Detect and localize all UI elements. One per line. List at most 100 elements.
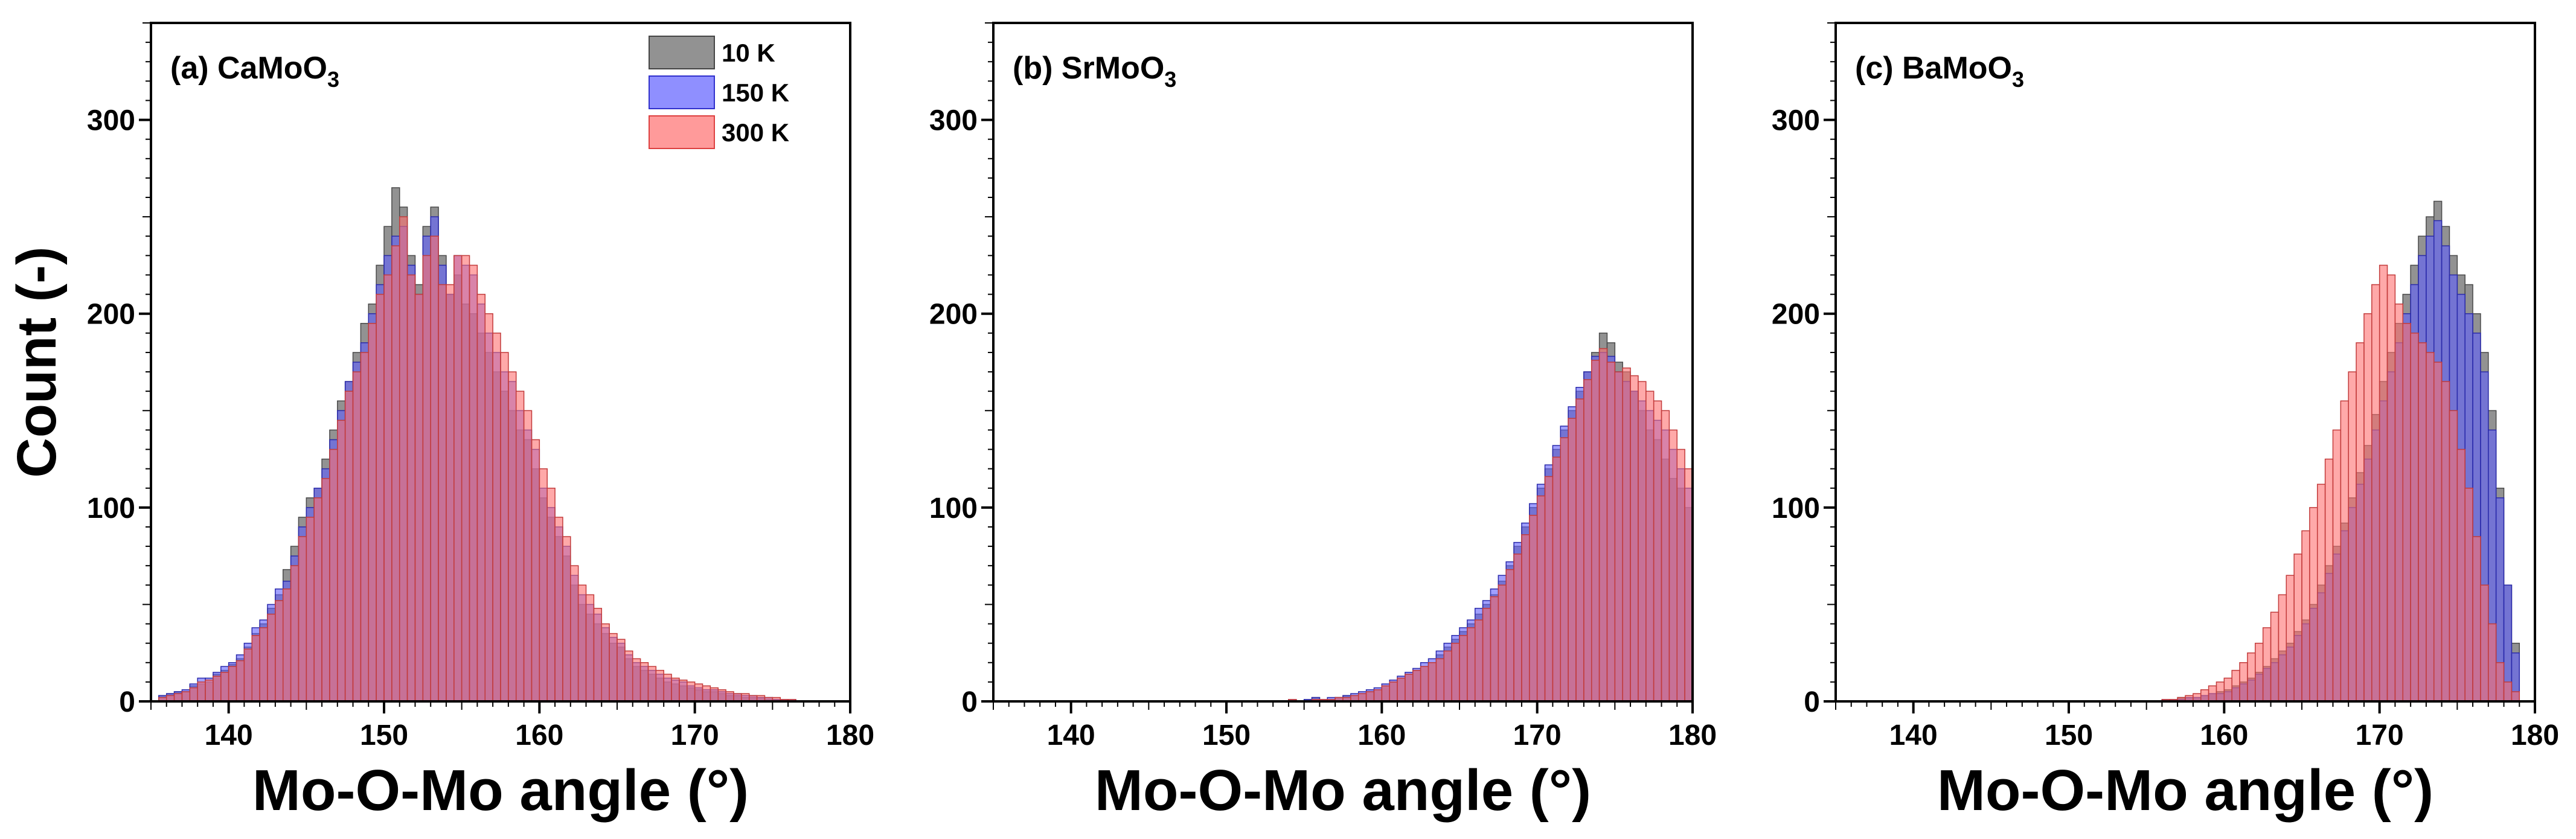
bar [391, 245, 400, 702]
bar [2340, 400, 2349, 702]
bar [1661, 410, 1670, 702]
x-tick-label: 150 [1202, 719, 1251, 751]
bar [2286, 575, 2295, 702]
bar [2262, 627, 2272, 702]
legend-swatch-150k [649, 75, 715, 109]
bar [2363, 313, 2373, 702]
panel-bamoo3: 140 150 160 170 180 0 100 200 300 Mo-O-Mo angle (… [1772, 22, 2559, 823]
bar [414, 293, 424, 702]
y-tick-label: 0 [1804, 686, 1820, 718]
bar [275, 600, 284, 702]
panel-label-subscript: 3 [1164, 67, 1176, 92]
x-tick-label: 150 [2045, 719, 2093, 751]
bar [554, 517, 563, 702]
x-axis-label: Mo-O-Mo angle (°) [252, 758, 749, 823]
bar [1498, 584, 1507, 702]
bar [2356, 342, 2365, 702]
bar [2394, 303, 2404, 702]
y-tick-label: 0 [961, 686, 978, 718]
bar [710, 687, 719, 702]
bar [1653, 400, 1662, 702]
bar [306, 517, 315, 702]
y-tick-label: 200 [929, 299, 978, 331]
x-tick-label: 170 [1513, 719, 1562, 751]
bar [2293, 553, 2302, 702]
bar [189, 687, 198, 702]
bar [2239, 662, 2248, 702]
legend-swatch-10k [649, 36, 715, 69]
x-axis-label: Mo-O-Mo angle (°) [1937, 758, 2433, 823]
bar [235, 660, 245, 702]
x-tick-label: 160 [2200, 719, 2248, 751]
bar [383, 274, 392, 702]
bar [1606, 362, 1616, 702]
legend: 10 K 150 K 300 K [649, 36, 789, 149]
bar [469, 264, 478, 702]
bar [2231, 669, 2240, 702]
plot-frame [992, 22, 1694, 703]
bar [639, 662, 649, 702]
bar [2216, 681, 2225, 702]
bar [2503, 681, 2513, 702]
bar [1630, 375, 1639, 702]
bar [484, 313, 493, 702]
bar [1591, 360, 1600, 702]
bar [585, 594, 595, 702]
bar [1397, 677, 1406, 702]
bar [1552, 456, 1562, 702]
bar [725, 691, 734, 702]
legend-label-300k: 300 K [722, 118, 789, 147]
legend-swatch-300k [649, 115, 715, 149]
y-tick-label: 200 [87, 299, 135, 331]
x-tick-label: 170 [671, 719, 719, 751]
x-tick-label: 140 [205, 719, 253, 751]
bar [531, 439, 540, 702]
y-tick-label: 300 [87, 105, 135, 137]
bar [360, 352, 370, 702]
bars-group [2161, 200, 2520, 702]
bar [2472, 536, 2481, 702]
panel-label-subscript: 3 [2012, 67, 2024, 92]
bar [601, 623, 610, 702]
bar [1420, 666, 1429, 702]
bar [2449, 410, 2458, 702]
bar [1583, 379, 1592, 702]
bar [1427, 662, 1437, 702]
bar [2402, 323, 2411, 702]
x-tick-label: 180 [826, 719, 874, 751]
bar [399, 216, 408, 702]
bar [632, 658, 641, 702]
bar [2316, 483, 2326, 702]
bar [570, 565, 579, 702]
bar [1443, 650, 1452, 702]
bar [609, 633, 618, 702]
bar [1575, 398, 1584, 702]
bar [523, 410, 533, 702]
bar [1467, 627, 1476, 702]
bar [282, 588, 292, 702]
bar [492, 333, 501, 702]
bar [1451, 642, 1460, 702]
bar [290, 565, 300, 702]
bar [593, 608, 603, 702]
bar [337, 419, 346, 702]
bar [2247, 652, 2256, 702]
bar [1536, 495, 1546, 702]
bar [1622, 367, 1631, 702]
bar [259, 627, 268, 702]
y-tick-label: 0 [119, 686, 135, 718]
bar [1598, 348, 1608, 702]
bar [539, 468, 548, 702]
bar [267, 613, 276, 702]
bar [624, 650, 633, 702]
bar [679, 679, 688, 702]
x-tick-label: 170 [2356, 719, 2404, 751]
bar [329, 448, 338, 702]
bar [1482, 608, 1491, 702]
bar [577, 584, 587, 702]
bar [352, 371, 362, 702]
bar [2386, 274, 2396, 702]
bar [430, 235, 439, 702]
panel-camoo3: 140 150 160 170 180 0 100 200 300 Mo-O-Mo angle (… [87, 22, 874, 823]
bar [476, 293, 486, 702]
